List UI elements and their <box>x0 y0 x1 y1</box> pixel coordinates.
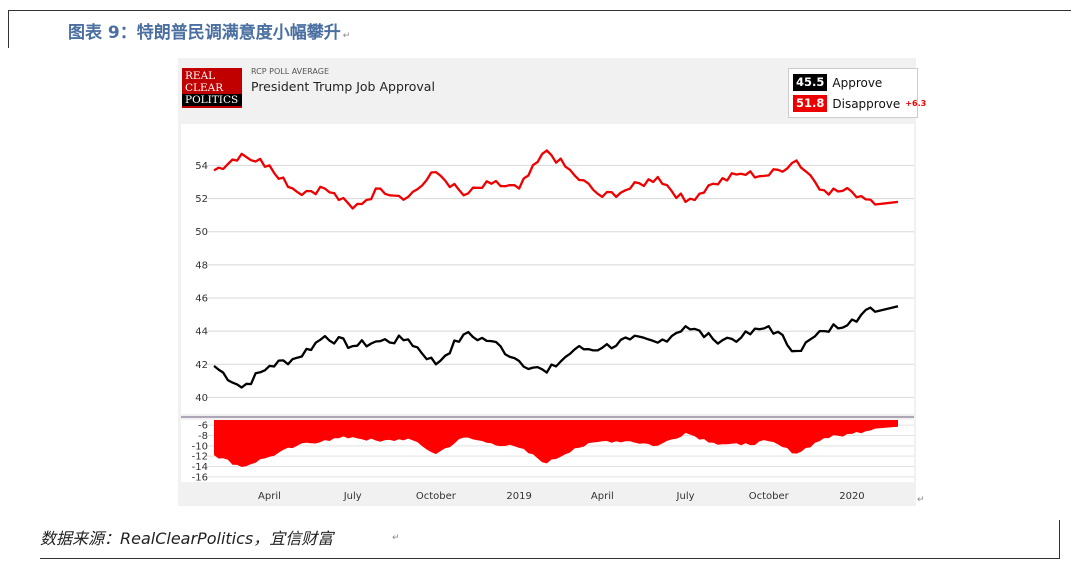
legend-disapprove: 51.8 Disapprove +6.3 <box>793 95 926 112</box>
y-tick-label: 40 <box>195 393 208 404</box>
y-tick-label: 54 <box>195 161 208 172</box>
rcp-logo-line-1: REAL <box>185 70 216 82</box>
rcp-logo: REAL CLEAR POLITICS <box>182 68 242 108</box>
y-tick-label: 50 <box>195 227 208 238</box>
y-tick-label: 52 <box>195 194 208 205</box>
paragraph-mark-2: ↵ <box>917 495 925 505</box>
rcp-subtitle: RCP POLL AVERAGE <box>251 67 329 76</box>
y-tick-label: 44 <box>195 327 208 338</box>
x-tick-label: October <box>749 491 790 502</box>
frame-left-rule <box>8 10 9 48</box>
disapprove-value: 51.8 <box>793 95 828 112</box>
y-tick-label: 46 <box>195 294 208 305</box>
x-tick-label: 2019 <box>506 491 531 502</box>
legend-approve: 45.5 Approve <box>793 74 882 91</box>
rcp-logo-line-2: CLEAR <box>185 82 224 94</box>
figure-title-text: 图表 9：特朗普民调满意度小幅攀升 <box>68 23 341 43</box>
spread-y-tick-label: -6 <box>198 421 208 432</box>
x-tick-label: April <box>258 491 281 502</box>
y-tick-label: 42 <box>195 360 208 371</box>
x-tick-label: July <box>676 491 695 502</box>
frame-top-rule <box>8 10 1071 11</box>
disapprove-label: Disapprove <box>832 96 901 111</box>
source-note: 数据来源：RealClearPolitics，宜信财富 <box>40 529 334 548</box>
spread-y-tick-label: -14 <box>192 462 208 473</box>
main-plot-area <box>181 124 914 414</box>
rcp-chart-title: President Trump Job Approval <box>251 79 435 94</box>
spread-value: +6.3 <box>905 99 927 108</box>
disapprove-line <box>213 149 899 210</box>
x-tick-label: July <box>343 491 362 502</box>
x-tick-label: 2020 <box>839 491 864 502</box>
frame-right-rule <box>1059 520 1060 558</box>
figure-title: 图表 9：特朗普民调满意度小幅攀升 ↵ <box>68 18 350 43</box>
x-tick-label: October <box>416 491 457 502</box>
spread-y-tick-label: -10 <box>192 441 208 452</box>
spread-y-tick-label: -8 <box>198 431 208 442</box>
paragraph-mark: ↵ <box>342 31 351 41</box>
approve-value: 45.5 <box>793 74 828 91</box>
rcp-logo-line-3: POLITICS <box>182 94 242 106</box>
approve-line <box>213 305 899 389</box>
chart-svg: 40 42 44 46 48 50 52 54 -6-8-10-12-14-16 April Jul… <box>181 124 914 502</box>
spread-y-tick-label: -16 <box>192 472 208 483</box>
y-tick-label: 48 <box>195 260 208 271</box>
legend-box: 45.5 Approve 51.8 Disapprove +6.3 <box>788 68 926 118</box>
chart-panel: 40 42 44 46 48 50 52 54 -6 -8 -10 -12 -14 -16 April Jul… <box>178 58 926 506</box>
spread-y-tick-label: -12 <box>192 452 208 463</box>
spread-area <box>214 420 898 467</box>
x-tick-label: April <box>591 491 614 502</box>
paragraph-mark-3: ↵ <box>392 533 400 543</box>
frame-bottom-rule <box>40 558 1060 559</box>
approve-label: Approve <box>832 75 883 90</box>
